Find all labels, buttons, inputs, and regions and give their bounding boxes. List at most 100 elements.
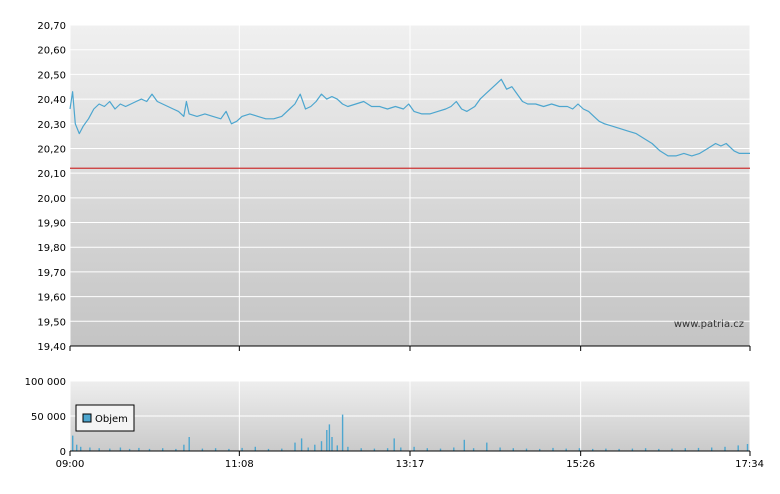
volume-bar <box>439 448 442 451</box>
volume-bar <box>525 448 528 451</box>
price-y-tick-label: 20,70 <box>37 21 66 32</box>
volume-bar <box>281 448 283 451</box>
x-tick-label: 15:26 <box>566 459 595 470</box>
volume-bar <box>592 448 594 451</box>
volume-y-tick-label: 50 000 <box>31 412 66 423</box>
price-y-tick-label: 19,60 <box>37 293 66 304</box>
volume-bar <box>453 447 455 451</box>
price-y-tick-label: 20,00 <box>37 194 66 205</box>
volume-bar <box>631 448 634 451</box>
volume-bar <box>618 448 620 451</box>
volume-bar <box>76 444 78 451</box>
volume-bar <box>360 448 362 451</box>
volume-bar <box>80 446 82 451</box>
price-y-tick-label: 19,70 <box>37 268 66 279</box>
volume-bar <box>386 448 389 451</box>
volume-bar <box>119 447 122 451</box>
price-line <box>69 78 750 157</box>
volume-bar <box>512 448 514 451</box>
volume-bar <box>148 448 151 451</box>
volume-bar <box>300 438 303 451</box>
volume-bar <box>326 430 328 451</box>
price-y-tick-label: 19,40 <box>37 342 66 353</box>
volume-bar <box>183 444 185 451</box>
volume-bar <box>413 446 415 451</box>
volume-bar <box>254 446 256 451</box>
watermark: www.patria.cz <box>674 319 744 330</box>
volume-bar <box>175 448 177 451</box>
volume-bar <box>314 444 316 451</box>
volume-bar <box>671 448 673 451</box>
volume-bar <box>472 448 475 451</box>
price-y-tick-label: 20,40 <box>37 95 66 106</box>
volume-bar <box>188 437 190 451</box>
volume-bar <box>228 448 230 451</box>
volume-bar <box>658 448 660 451</box>
price-y-tick-label: 19,90 <box>37 219 66 230</box>
volume-bar <box>746 444 749 451</box>
volume-x-axis: 09:00 11:08 13:17 15:26 17:34 <box>56 451 764 470</box>
x-tick-label: 09:00 <box>56 459 85 470</box>
price-x-ticks <box>69 346 751 351</box>
volume-bar <box>320 441 323 451</box>
volume-bar <box>214 448 217 451</box>
volume-panel: 100 000 50 000 0 09:00 11:08 13:17 15:26 17:34… <box>25 377 764 470</box>
volume-bar <box>162 448 164 451</box>
volume-bar <box>331 437 333 451</box>
price-y-axis: 20,70 20,60 20,50 20,40 20,30 20,20 20,10 20,00… <box>37 21 66 353</box>
volume-y-axis: 100 000 50 000 0 <box>25 377 66 458</box>
volume-bar <box>426 448 428 451</box>
volume-bar <box>539 448 541 451</box>
volume-bar <box>201 448 204 451</box>
volume-bar <box>72 435 74 451</box>
volume-bars <box>72 414 749 451</box>
volume-bar <box>684 448 686 451</box>
price-y-tick-label: 19,80 <box>37 243 66 254</box>
volume-bar <box>267 448 270 451</box>
volume-bar <box>737 445 739 451</box>
volume-bar <box>711 447 713 451</box>
x-tick-label: 11:08 <box>225 459 254 470</box>
volume-bar <box>393 438 395 451</box>
legend: Objem <box>75 404 135 432</box>
volume-bar <box>463 439 465 451</box>
volume-bar <box>578 448 581 451</box>
x-tick-label: 17:34 <box>735 459 764 470</box>
volume-bar <box>373 448 376 451</box>
volume-bar <box>109 448 111 451</box>
volume-bar <box>724 446 726 451</box>
volume-bar <box>98 448 100 451</box>
volume-bar <box>138 447 140 451</box>
volume-bar <box>241 447 243 451</box>
volume-bar <box>89 447 91 451</box>
volume-bar <box>336 445 338 451</box>
price-y-tick-label: 20,30 <box>37 120 66 131</box>
price-y-tick-label: 20,10 <box>37 169 66 180</box>
volume-y-tick-label: 100 000 <box>25 377 66 388</box>
volume-bar <box>644 448 647 451</box>
volume-bar <box>341 414 344 451</box>
volume-bar <box>328 424 331 451</box>
volume-bar <box>294 442 296 451</box>
price-y-tick-label: 20,60 <box>37 46 66 57</box>
volume-bar <box>128 448 131 451</box>
volume-bar <box>552 447 554 451</box>
price-series <box>69 78 750 157</box>
price-panel: 20,70 20,60 20,50 20,40 20,30 20,20 20,10 20,00… <box>37 21 751 353</box>
price-y-tick-label: 20,20 <box>37 144 66 155</box>
legend-swatch <box>82 413 92 423</box>
volume-bar <box>400 447 402 451</box>
volume-bar <box>307 447 309 451</box>
volume-bar <box>697 447 700 451</box>
volume-bar <box>486 442 488 451</box>
volume-bar <box>605 448 607 451</box>
price-y-tick-label: 19,50 <box>37 317 66 328</box>
volume-bar <box>565 448 567 451</box>
x-tick-label: 13:17 <box>396 459 425 470</box>
volume-bar <box>499 447 501 451</box>
volume-bar <box>347 446 349 451</box>
price-y-tick-label: 20,50 <box>37 70 66 81</box>
volume-y-tick-label: 0 <box>60 447 66 458</box>
